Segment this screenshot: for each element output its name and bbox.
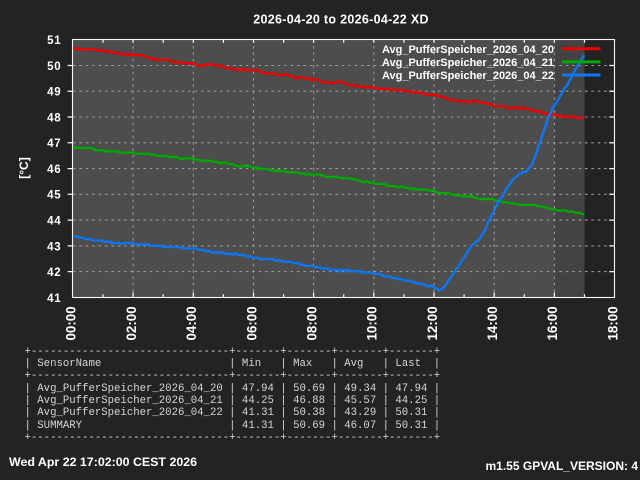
svg-text:06:00: 06:00 (244, 306, 259, 340)
svg-text:08:00: 08:00 (304, 306, 319, 340)
svg-text:Avg_PufferSpeicher_2026_04_22: Avg_PufferSpeicher_2026_04_22 (382, 70, 554, 82)
svg-text:48: 48 (47, 112, 61, 124)
svg-text:Avg_PufferSpeicher_2026_04_20: Avg_PufferSpeicher_2026_04_20 (382, 44, 554, 56)
svg-text:45: 45 (47, 190, 61, 202)
svg-text:14:00: 14:00 (485, 306, 500, 340)
svg-text:04:00: 04:00 (184, 306, 199, 340)
svg-text:12:00: 12:00 (425, 306, 440, 340)
svg-text:[°C]: [°C] (17, 157, 31, 178)
svg-text:16:00: 16:00 (545, 306, 560, 340)
svg-text:00:00: 00:00 (64, 306, 79, 340)
svg-text:2026-04-20 to 2026-04-22 XD: 2026-04-20 to 2026-04-22 XD (253, 13, 429, 27)
svg-text:Avg_PufferSpeicher_2026_04_21: Avg_PufferSpeicher_2026_04_21 (382, 57, 554, 69)
svg-text:50: 50 (47, 61, 61, 73)
svg-text:49: 49 (47, 87, 61, 99)
svg-text:42: 42 (47, 267, 61, 279)
svg-text:43: 43 (47, 241, 61, 253)
svg-text:51: 51 (47, 35, 61, 47)
svg-text:41: 41 (47, 293, 61, 305)
svg-text:18:00: 18:00 (605, 306, 620, 340)
svg-text:10:00: 10:00 (365, 306, 380, 340)
svg-text:02:00: 02:00 (124, 306, 139, 340)
svg-text:47: 47 (47, 138, 61, 150)
svg-text:44: 44 (47, 215, 61, 227)
svg-text:46: 46 (47, 164, 61, 176)
